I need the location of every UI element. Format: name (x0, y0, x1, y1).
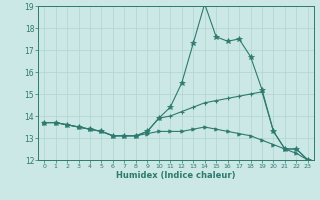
X-axis label: Humidex (Indice chaleur): Humidex (Indice chaleur) (116, 171, 236, 180)
